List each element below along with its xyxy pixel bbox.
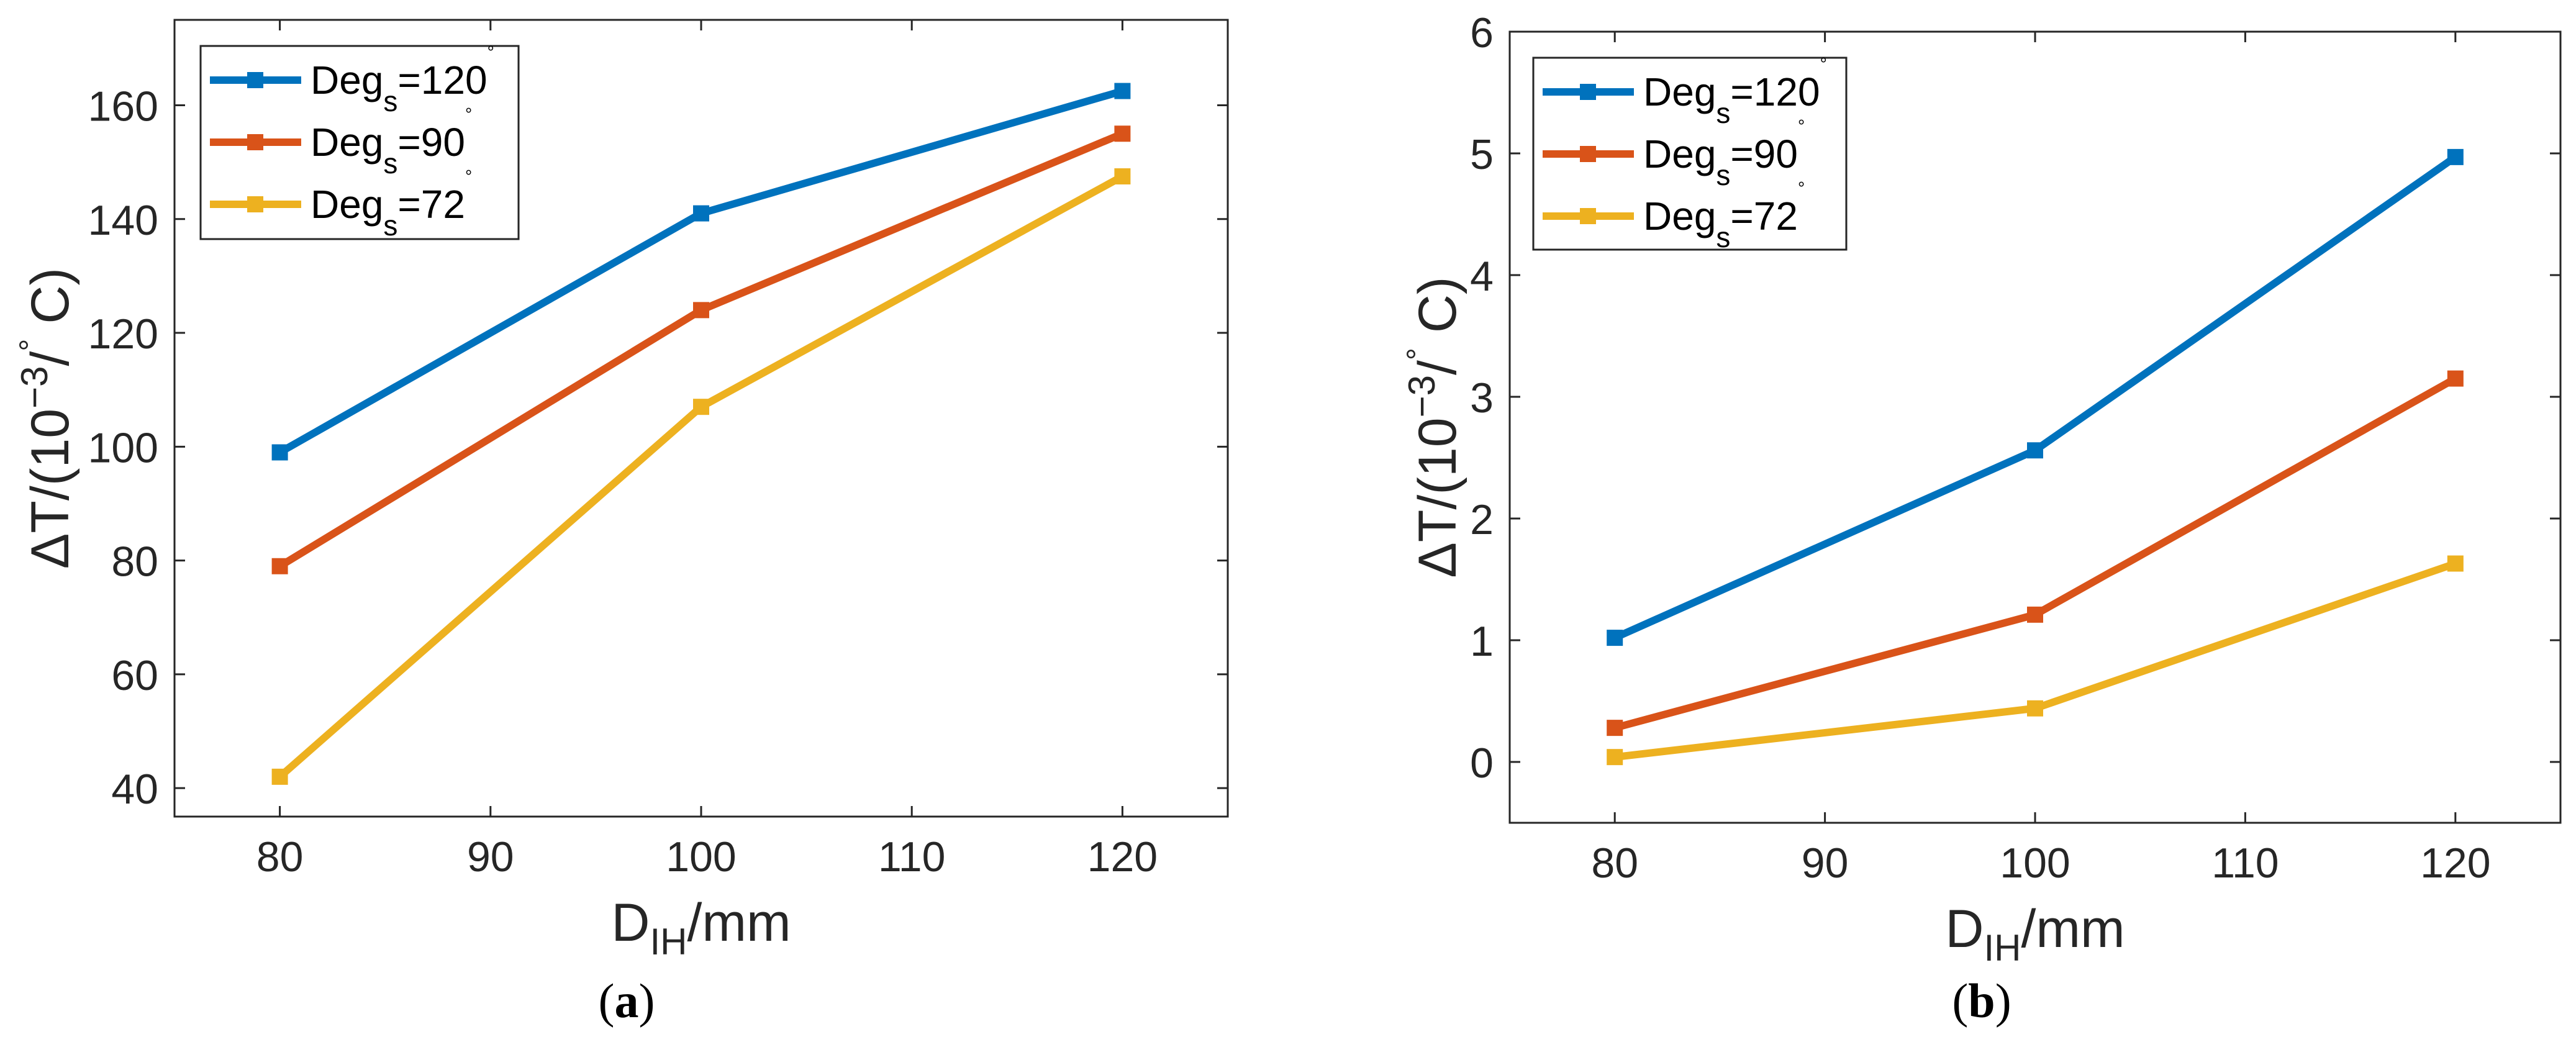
data-point: [1607, 630, 1623, 646]
superscript: °: [465, 104, 472, 124]
superscript: −3: [1401, 375, 1443, 417]
legend-item: Degs=72°: [210, 166, 472, 242]
subscript: IH: [1984, 927, 2021, 969]
legend-marker: [1580, 84, 1596, 100]
x-tick-label: 120: [1087, 833, 1158, 881]
x-tick-label: 110: [2211, 840, 2279, 887]
subscript: s: [1716, 97, 1730, 129]
y-tick-label: 120: [88, 310, 158, 358]
legend-marker: [247, 72, 263, 88]
y-tick-label: 100: [88, 424, 158, 471]
series-0: [1607, 148, 2464, 646]
legend-label: Degs=90°: [311, 104, 472, 179]
legend-item: Degs=90°: [1543, 116, 1805, 191]
panel-caption: (a): [599, 974, 655, 1028]
data-point: [2447, 370, 2464, 387]
legend: Degs=120°Degs=90°Degs=72°: [1532, 54, 1848, 253]
y-tick-label: 5: [1470, 131, 1494, 178]
data-point: [271, 768, 288, 785]
legend-marker: [247, 134, 263, 150]
legend-item: Degs=120°: [210, 42, 494, 117]
y-axis-label: ΔT/(10−3/° C): [13, 268, 80, 569]
y-tick-label: 1: [1470, 618, 1494, 665]
subscript: IH: [650, 921, 687, 963]
y-tick-label: 6: [1470, 9, 1494, 57]
y-tick-label: 40: [111, 766, 158, 813]
data-point: [271, 444, 288, 461]
x-tick-label: 100: [2000, 840, 2070, 887]
subscript: s: [383, 147, 397, 179]
x-tick-label: 90: [467, 833, 514, 881]
superscript: °: [1798, 178, 1805, 197]
superscript: °: [13, 339, 48, 351]
y-tick-label: 3: [1470, 374, 1494, 422]
data-point: [693, 302, 709, 319]
superscript: °: [1400, 348, 1435, 360]
superscript: °: [488, 42, 494, 61]
x-tick-label: 100: [666, 833, 736, 881]
subscript: s: [1716, 159, 1730, 191]
legend-label: Degs=90°: [1643, 116, 1805, 191]
subscript: s: [383, 85, 397, 117]
y-tick-label: 60: [111, 652, 158, 699]
panel-caption: (b): [1952, 974, 2011, 1028]
x-tick-label: 110: [878, 833, 945, 881]
series-2: [1607, 555, 2464, 766]
data-point: [271, 558, 288, 574]
series-2: [271, 168, 1131, 785]
superscript: °: [1798, 116, 1805, 135]
chart-panel-b: 80 90 100 110 120 0 1 2 3 4 5 6 Degs=120°Degs=90°Deg…: [1400, 9, 2562, 1028]
chart-panel-a: 80 90 100 110 120 40 60 80 100 120 140 160 Degs=120°…: [13, 19, 1229, 1028]
y-tick-label: 4: [1470, 253, 1494, 300]
legend: Degs=120°Degs=90°Degs=72°: [199, 42, 520, 242]
y-tick-label: 140: [88, 197, 158, 244]
superscript: °: [1820, 54, 1827, 73]
series-1: [271, 125, 1131, 574]
superscript: °: [465, 166, 472, 186]
legend-marker: [1580, 146, 1596, 162]
y-tick-label: 2: [1470, 496, 1494, 543]
data-point: [2447, 148, 2464, 165]
legend-label: Degs=120°: [311, 42, 494, 117]
legend-item: Degs=72°: [1543, 178, 1805, 253]
y-axis-label: ΔT/(10−3/° C): [1400, 276, 1467, 578]
x-tick-label: 120: [2420, 840, 2490, 887]
legend-marker: [247, 196, 263, 212]
x-axis-label: DIH/mm: [1945, 899, 2125, 969]
data-point: [1607, 720, 1623, 736]
x-tick-label: 90: [1802, 840, 1849, 887]
y-tick-label: 80: [111, 538, 158, 586]
data-point: [2027, 700, 2043, 717]
data-point: [2447, 555, 2464, 572]
legend-label: Degs=72°: [1643, 178, 1805, 253]
data-point: [1114, 125, 1131, 142]
data-point: [693, 205, 709, 222]
subscript: s: [1716, 221, 1730, 253]
series-1: [1607, 370, 2464, 736]
y-tick-label: 0: [1470, 740, 1494, 787]
legend-label: Degs=120°: [1643, 54, 1827, 129]
data-point: [2027, 606, 2043, 623]
series-0: [271, 83, 1131, 461]
data-point: [1114, 168, 1131, 185]
subscript: s: [383, 209, 397, 242]
data-point: [2027, 442, 2043, 459]
x-axis-label: DIH/mm: [611, 893, 791, 963]
legend-item: Degs=90°: [210, 104, 472, 179]
x-tick-label: 80: [256, 833, 304, 881]
legend-marker: [1580, 208, 1596, 224]
y-tick-label: 160: [88, 83, 158, 130]
legend-item: Degs=120°: [1543, 54, 1827, 129]
x-tick-label: 80: [1591, 840, 1638, 887]
superscript: −3: [14, 366, 55, 408]
data-point: [1114, 83, 1131, 99]
data-point: [693, 399, 709, 415]
data-point: [1607, 749, 1623, 766]
legend-label: Degs=72°: [311, 166, 472, 242]
